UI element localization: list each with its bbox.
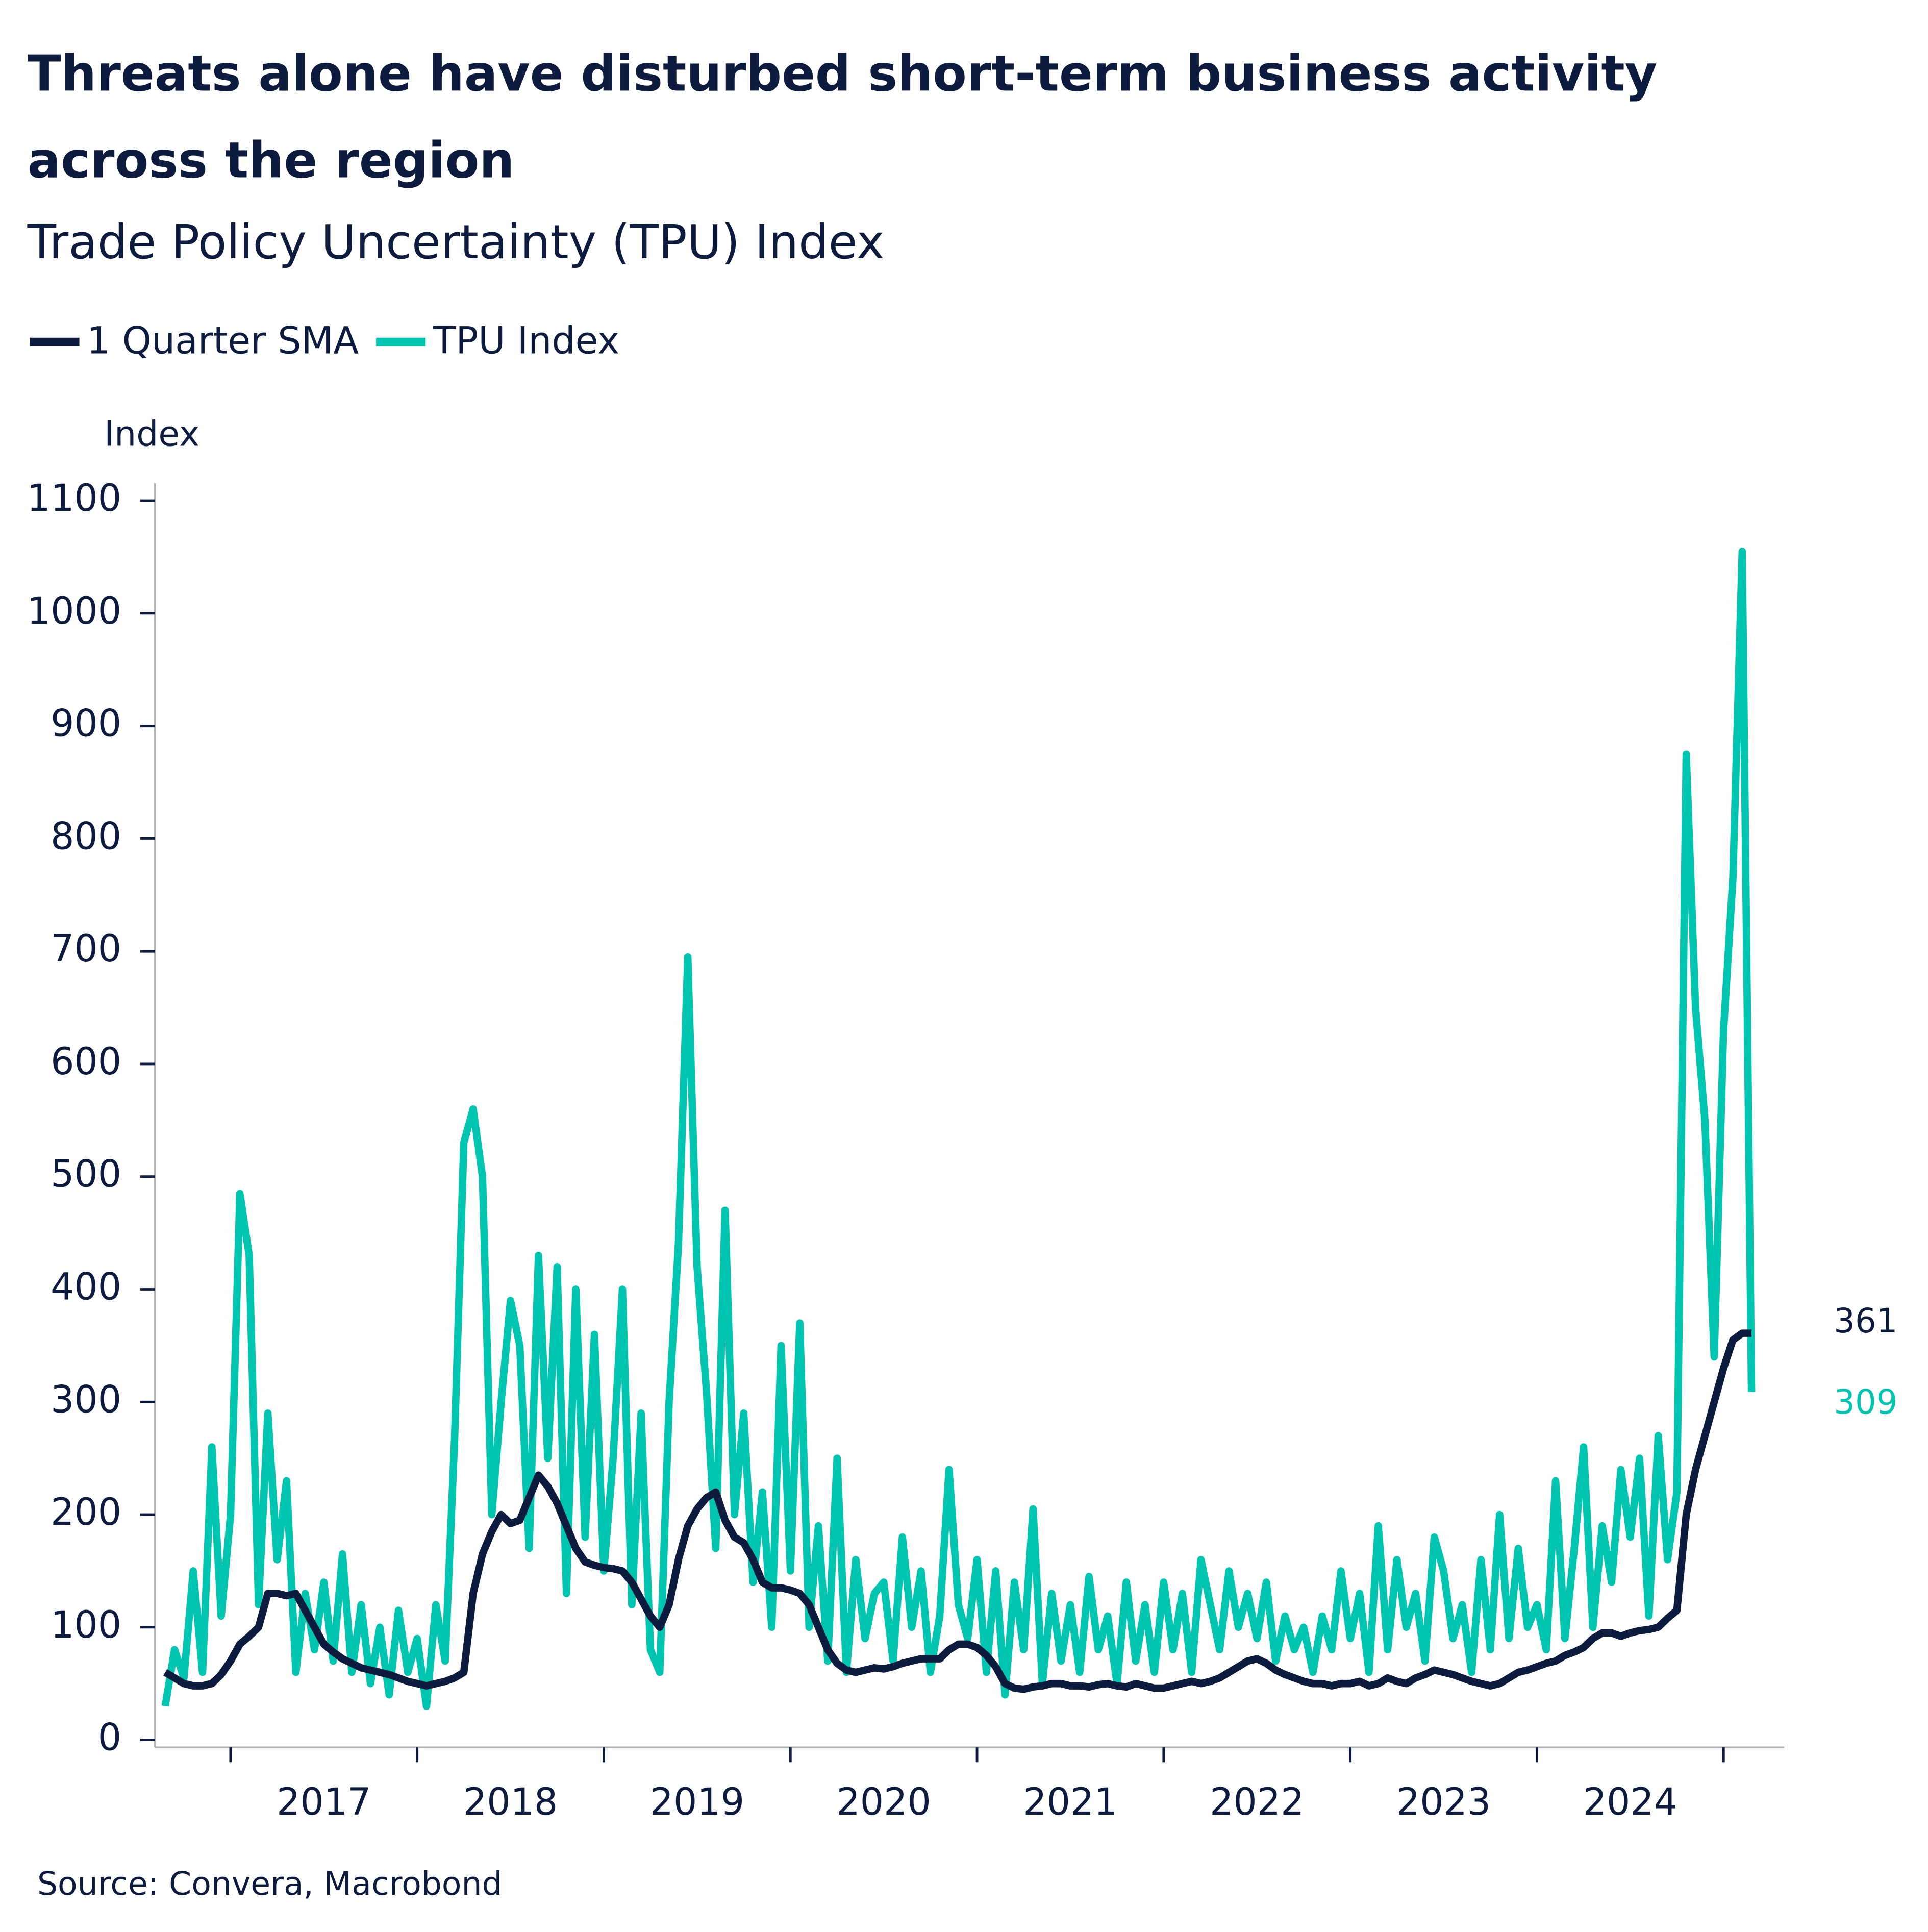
y-tick-label: 100 <box>51 1603 121 1647</box>
x-tick-label: 2022 <box>1210 1780 1304 1824</box>
x-tick-label: 2021 <box>1023 1780 1117 1824</box>
x-tick-label: 2023 <box>1396 1780 1491 1824</box>
series-line <box>161 548 1756 1710</box>
y-tick-label: 1100 <box>27 477 121 520</box>
x-tick-label: 2019 <box>650 1780 744 1824</box>
y-tick-label: 600 <box>51 1040 121 1083</box>
y-axis-title: Index <box>104 414 199 454</box>
end-value-label: 361 <box>1834 1302 1897 1341</box>
legend-label: 1 Quarter SMA <box>87 319 359 363</box>
y-tick-label: 800 <box>51 814 121 858</box>
y-tick-label: 700 <box>51 927 121 971</box>
end-value-label: 309 <box>1834 1383 1897 1422</box>
y-tick-label: 200 <box>51 1491 121 1534</box>
y-tick-label: 900 <box>51 702 121 746</box>
x-tick-label: 2020 <box>836 1780 931 1824</box>
x-tick-label: 2024 <box>1583 1780 1677 1824</box>
y-tick-label: 0 <box>98 1716 121 1760</box>
chart-title: Threats alone have disturbed short-term … <box>28 44 1658 189</box>
y-tick-label: 1000 <box>27 589 121 633</box>
y-tick-label: 400 <box>51 1266 121 1309</box>
y-tick-label: 300 <box>51 1378 121 1421</box>
chart-subtitle: Trade Policy Uncertainty (TPU) Index <box>27 214 885 269</box>
x-tick-label: 2017 <box>277 1780 371 1824</box>
legend-label: TPU Index <box>433 319 619 363</box>
source: Source: Convera, Macrobond <box>37 1865 503 1902</box>
y-tick-label: 500 <box>51 1153 121 1196</box>
x-tick-label: 2018 <box>463 1780 558 1824</box>
series-line <box>163 1329 1752 1693</box>
